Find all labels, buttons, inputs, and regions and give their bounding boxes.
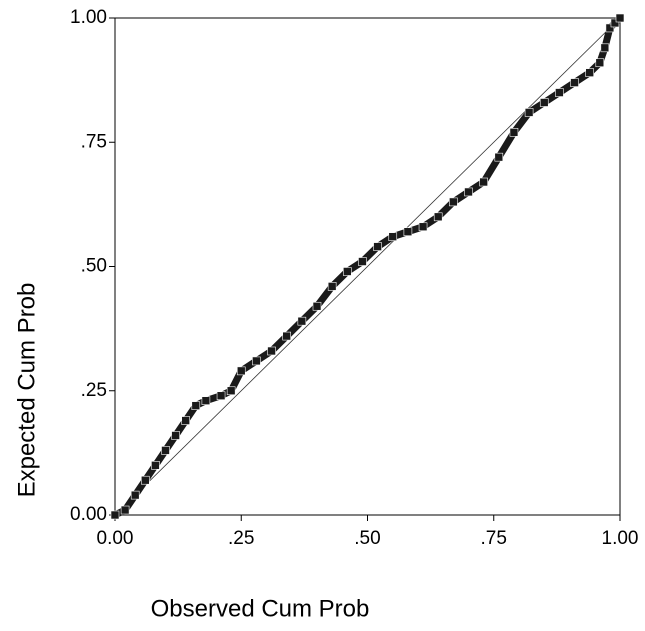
y-tick-label: .25: [81, 380, 107, 401]
point: [605, 23, 615, 33]
point: [216, 391, 226, 401]
y-tick-label: 1.00: [70, 7, 107, 28]
y-axis-title: Expected Cum Prob: [13, 283, 40, 498]
y-tick-label: .50: [81, 256, 107, 277]
point: [110, 510, 120, 520]
point: [373, 242, 382, 251]
point: [342, 267, 352, 276]
y-tick-label: 0.00: [70, 504, 107, 525]
x-axis-title: Observed Cum Prob: [151, 595, 370, 622]
point: [433, 212, 443, 222]
point: [327, 282, 337, 291]
point: [267, 346, 276, 356]
point: [403, 227, 413, 237]
point: [539, 98, 549, 107]
point: [226, 386, 236, 396]
point: [494, 152, 504, 162]
reference-line: [114, 17, 621, 516]
point: [585, 68, 595, 77]
point: [610, 18, 620, 28]
x-tick-label: .75: [481, 528, 507, 549]
point: [161, 446, 170, 455]
point: [418, 222, 428, 232]
point: [600, 43, 610, 53]
point: [236, 366, 246, 376]
x-tick-label: .50: [354, 528, 380, 549]
x-tick-label: 1.00: [602, 528, 639, 549]
x-tick-label: 0.00: [97, 528, 134, 549]
point: [388, 232, 398, 241]
point: [615, 13, 625, 23]
point: [151, 460, 160, 470]
point: [449, 197, 458, 207]
y-tick-label: .75: [81, 131, 107, 152]
point: [555, 88, 564, 97]
point: [191, 401, 201, 410]
point: [181, 416, 190, 425]
point: [358, 257, 367, 266]
point: [509, 128, 519, 137]
point: [312, 301, 322, 311]
point: [479, 177, 488, 187]
point: [201, 396, 211, 405]
point: [120, 505, 130, 515]
point: [595, 58, 605, 68]
point: [297, 316, 307, 326]
point: [252, 356, 261, 366]
point: [130, 490, 140, 500]
point: [171, 431, 180, 440]
point: [464, 187, 473, 197]
point: [524, 108, 534, 117]
point: [282, 331, 292, 341]
x-tick-label: .25: [228, 528, 254, 549]
point: [141, 475, 150, 485]
point: [570, 78, 579, 87]
